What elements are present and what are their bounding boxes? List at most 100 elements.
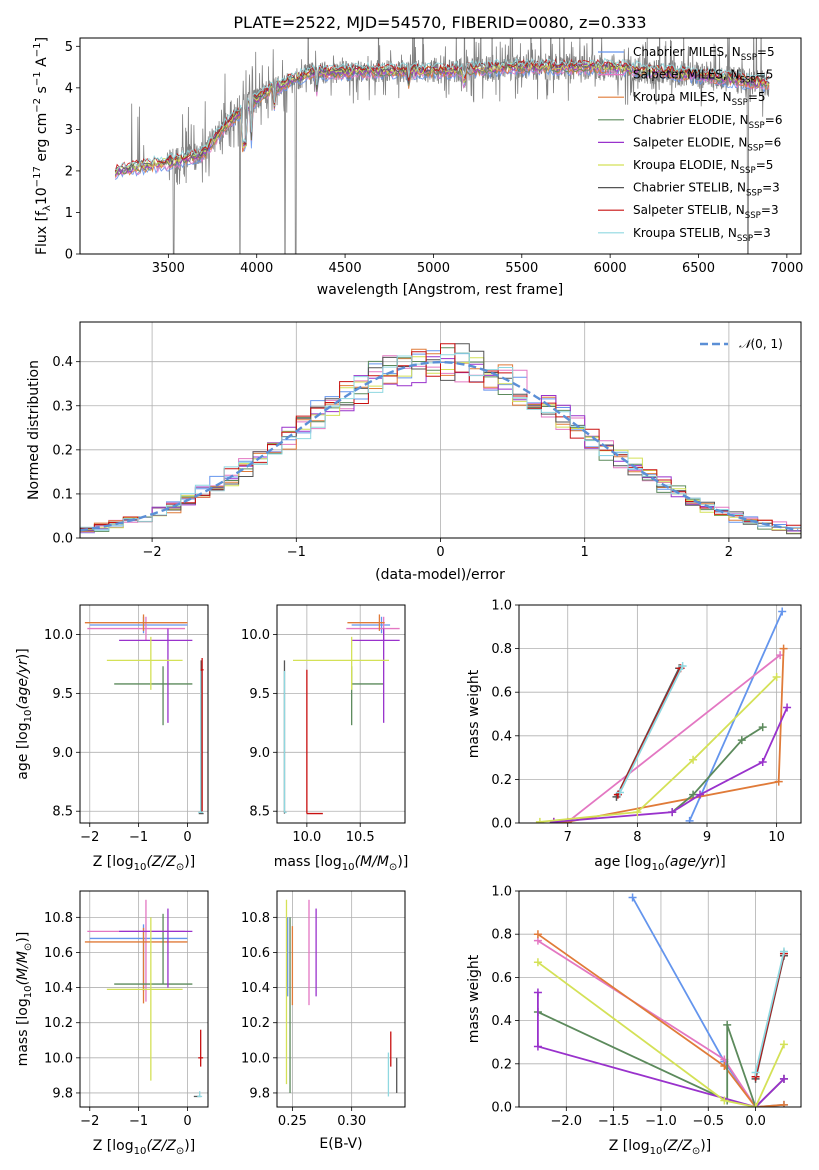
errorbar-point [119, 628, 193, 723]
errorbar-point [351, 666, 384, 726]
mass-z-ytick-label: 10.8 [44, 911, 73, 926]
errorbar-point [347, 614, 385, 631]
age-z-xtick-label: 0 [183, 830, 191, 845]
mass-weight-line [537, 992, 785, 1107]
mass-weight-marker [696, 790, 705, 799]
mass-weight-marker [628, 893, 637, 902]
mass-weight-marker [533, 988, 542, 997]
errorbar-point [106, 636, 183, 690]
histogram-xtick-label: 0 [436, 545, 444, 560]
weight-z-ytick-label: 0.6 [491, 971, 512, 986]
histogram-xtick-label: 1 [581, 545, 589, 560]
mass-z-xtick-label: −1 [129, 1114, 148, 1129]
mass-ebv-xtick-label: 0.30 [337, 1114, 366, 1129]
age-z-xtick-label: −2 [80, 830, 99, 845]
errorbar-point [346, 616, 400, 641]
spectrum-ytick-label: 4 [65, 81, 73, 96]
mass-weight-marker [779, 1100, 788, 1107]
mass-weight-line [539, 676, 778, 823]
mass-z-ylabel: mass [log10(M/M⊙)] [15, 932, 34, 1067]
mass-z-ytick-label: 10.6 [44, 946, 73, 961]
mass-weight-marker [685, 816, 694, 823]
mass-weight-line [671, 726, 764, 813]
errorbar-point [198, 1029, 204, 1067]
weight-age-plot-area [535, 607, 792, 823]
mass-weight-line [567, 654, 781, 823]
weight-z-ytick-label: 0.2 [491, 1057, 512, 1072]
weight-z-xtick-label: −1.5 [598, 1114, 630, 1129]
errorbar-point [293, 636, 389, 690]
errorbar-point [87, 616, 186, 641]
mass-ebv-frame [276, 890, 406, 1108]
mass-weight-marker [772, 672, 781, 681]
errorbar-point [87, 899, 186, 1002]
legend-entry: Kroupa STELIB, NSSP=3 [633, 226, 771, 244]
weight-z-ytick-label: 0.4 [491, 1014, 512, 1029]
weight-age-frame [518, 604, 802, 824]
weight-age-xtick-label: 8 [633, 830, 641, 845]
spectrum-xtick-label: 4000 [240, 261, 273, 276]
legend-entry: Chabrier MILES, NSSP=5 [633, 45, 775, 63]
legend-entry: Salpeter MILES, NSSP=5 [633, 68, 773, 86]
legend-entry: Salpeter STELIB, NSSP=3 [633, 203, 779, 221]
spectrum-ytick-label: 2 [65, 164, 73, 179]
mass-ebv-plot-area [285, 899, 398, 1097]
histogram-axes: −2 −1 0 1 2 0.0 0.1 0.2 0.3 0.4 [52, 322, 801, 560]
weight-age-xtick-label: 7 [564, 830, 572, 845]
mass-weight-marker [533, 1042, 542, 1051]
mass-weight-marker [779, 644, 788, 653]
spectrum-plot-area [114, 38, 770, 254]
mass-weight-marker [758, 723, 767, 732]
weight-z-xtick-label: −1.0 [645, 1114, 677, 1129]
mass-z-axes: −2 −1 0 9.8 10.0 10.2 10.4 10.6 10.8 [44, 891, 208, 1129]
age-mass-frame [276, 604, 406, 824]
spectrum-ytick-label: 0 [65, 248, 73, 263]
histogram-xtick-label: 2 [725, 545, 733, 560]
weight-z-ylabel: mass weight [466, 954, 482, 1043]
age-z-xtick-label: −1 [129, 830, 148, 845]
age-z-ytick-label: 10.0 [44, 628, 73, 643]
mass-weight-marker [774, 777, 783, 786]
mass-ebv-xtick-label: 0.25 [278, 1114, 307, 1129]
legend-entry: Chabrier ELODIE, NSSP=6 [633, 113, 782, 131]
age-mass-ytick-label: 10.0 [241, 628, 270, 643]
mass-ebv-axes: 0.25 0.30 9.8 10.0 10.2 10.4 10.6 10.8 [241, 891, 405, 1129]
mass-weight-marker [779, 1074, 788, 1083]
mass-ebv-ytick-label: 10.8 [241, 911, 270, 926]
spectrum-xtick-label: 6000 [594, 261, 627, 276]
weight-age-axes: 7 8 9 10 0.0 0.2 0.4 0.6 0.8 1.0 [491, 599, 801, 845]
histogram-ytick-label: 0.4 [52, 355, 73, 370]
mass-weight-marker [689, 755, 698, 764]
errorbar-point [200, 658, 204, 812]
mass-z-ytick-label: 9.8 [52, 1086, 73, 1101]
age-z-ytick-label: 8.5 [52, 805, 73, 820]
age-z-ytick-label: 9.5 [52, 687, 73, 702]
mass-weight-marker [533, 958, 542, 967]
normal-curve [80, 360, 799, 532]
age-mass-ytick-label: 9.0 [249, 746, 270, 761]
spectrum-legend: Chabrier MILES, NSSP=5 Salpeter MILES, NS… [598, 45, 782, 244]
errorbar-point [106, 917, 183, 1081]
legend-entry: 𝒩(0, 1) [739, 337, 783, 351]
spectrum-xtick-label: 4500 [329, 261, 362, 276]
spectrum-axes: 3500 4000 4500 5000 5500 6000 6500 7000 0 1 2 3 4 5 [65, 38, 803, 276]
errorbar-point [84, 614, 188, 631]
mass-weight-marker [720, 1096, 729, 1105]
histogram-ylabel: Normed distribution [26, 360, 42, 500]
spectrum-xtick-label: 3500 [152, 261, 185, 276]
errorbar-point [114, 666, 193, 726]
mass-z-xtick-label: 0 [183, 1114, 191, 1129]
histogram-plot-area [80, 343, 801, 535]
mass-weight-line [537, 961, 785, 1107]
histogram-ytick-label: 0.3 [52, 399, 73, 414]
mass-weight-marker [689, 790, 698, 799]
spectrum-ytick-label: 5 [65, 40, 73, 55]
mass-weight-marker [678, 662, 687, 671]
legend-entry: Kroupa MILES, NSSP=5 [633, 90, 766, 108]
mass-weight-marker [633, 808, 642, 817]
errorbar-point [197, 1091, 203, 1098]
weight-age-ytick-label: 1.0 [491, 599, 512, 614]
histogram-legend: 𝒩(0, 1) [700, 337, 783, 351]
histogram-ytick-label: 0.0 [52, 532, 73, 547]
weight-z-xlabel: Z [log10(Z/Z⊙)] [609, 1138, 711, 1157]
